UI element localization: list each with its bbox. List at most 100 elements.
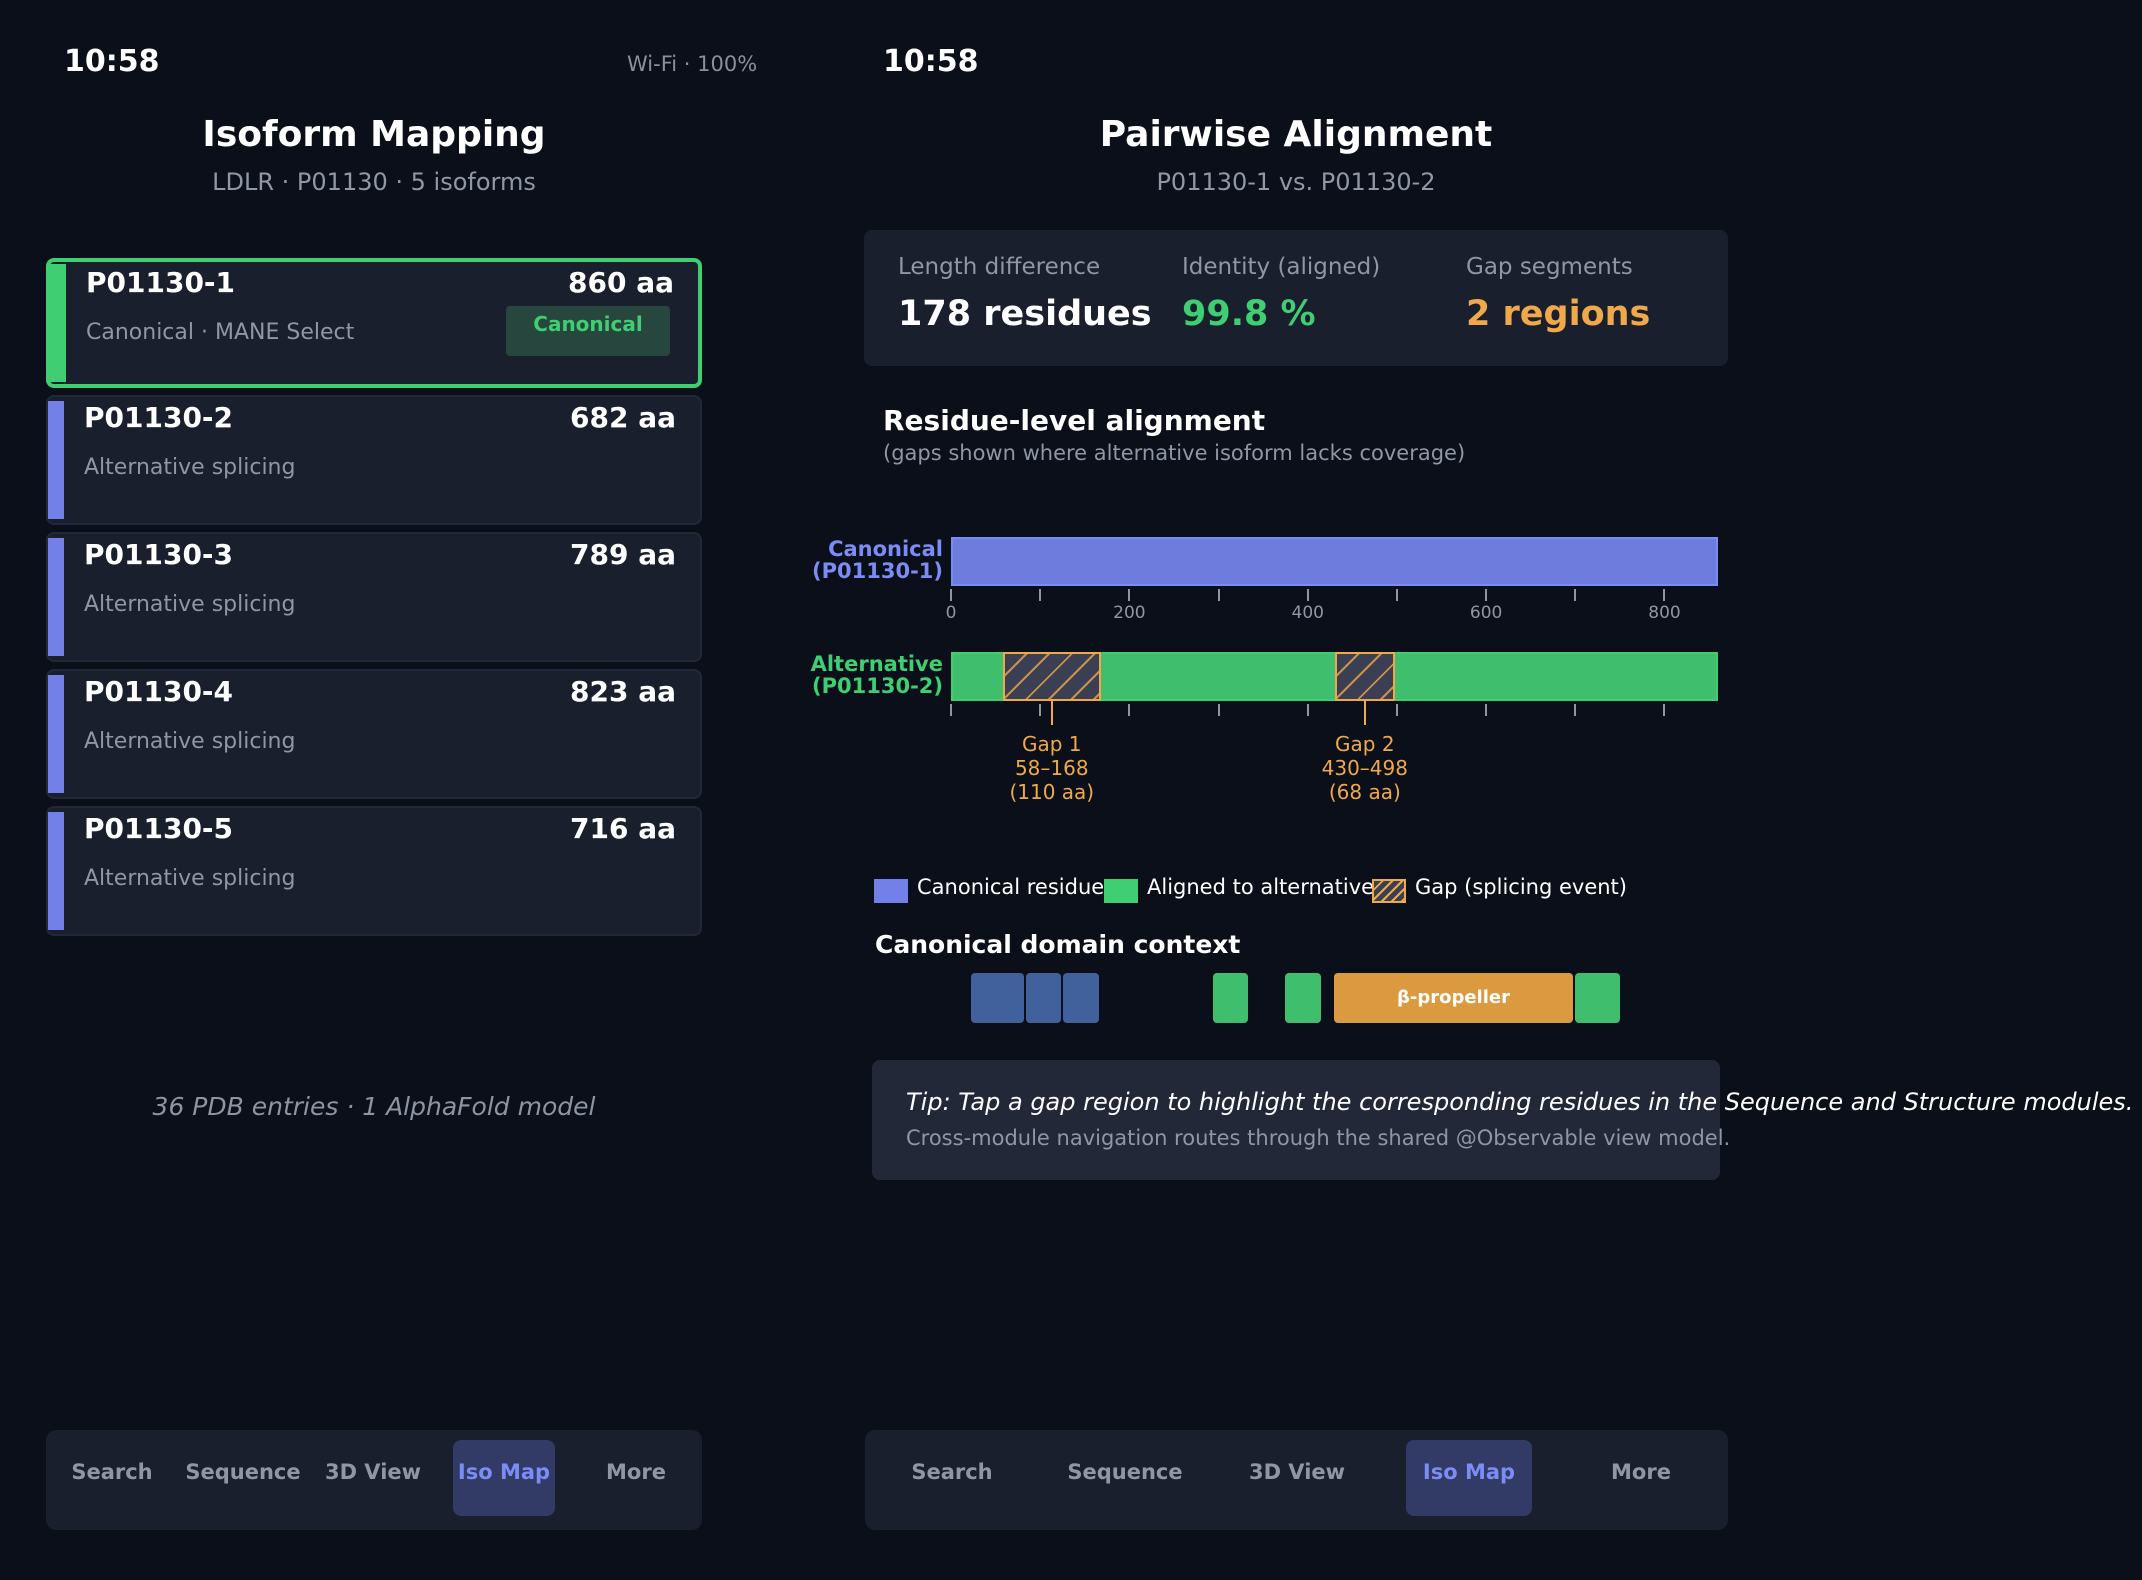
alignment-section-subtitle: (gaps shown where alternative isoform la… bbox=[883, 441, 1466, 465]
axis-tick bbox=[1217, 704, 1220, 716]
alignment-section-title: Residue-level alignment bbox=[883, 404, 1266, 437]
gap-2-size: (68 aa) bbox=[1328, 780, 1401, 804]
tab-sequence[interactable]: Sequence bbox=[185, 1460, 301, 1484]
tab-sequence[interactable]: Sequence bbox=[1067, 1460, 1183, 1484]
gap-2-range: 430–498 bbox=[1321, 756, 1408, 780]
pdb-footnote: 36 PDB entries · 1 AlphaFold model bbox=[152, 1092, 596, 1121]
tab-search[interactable]: Search bbox=[911, 1460, 993, 1484]
isoform-card-5[interactable]: P01130-5 716 aa Alternative splicing bbox=[46, 806, 702, 936]
axis-tick bbox=[1395, 704, 1398, 716]
isoform-description: Alternative splicing bbox=[84, 729, 296, 754]
tip-line-2: Cross-module navigation routes through t… bbox=[906, 1126, 1731, 1150]
axis-tick bbox=[1128, 704, 1131, 716]
axis-tick bbox=[1039, 704, 1042, 716]
domain-block[interactable] bbox=[971, 973, 1024, 1023]
tab-bar: Search Sequence 3D View Iso Map More bbox=[46, 1430, 702, 1530]
page-title: Pairwise Alignment bbox=[1099, 114, 1493, 155]
gap-2-name: Gap 2 bbox=[1335, 732, 1395, 756]
domain-context-title: Canonical domain context bbox=[875, 930, 1241, 959]
isoform-color-stripe bbox=[48, 812, 64, 930]
axis-tick-label: 0 bbox=[945, 603, 957, 623]
domain-block[interactable] bbox=[1285, 973, 1321, 1023]
isoform-id: P01130-4 bbox=[84, 675, 234, 708]
isoform-card-3[interactable]: P01130-3 789 aa Alternative splicing bbox=[46, 532, 702, 662]
stat-value-length: 178 residues bbox=[898, 294, 1152, 334]
tab-search[interactable]: Search bbox=[71, 1460, 153, 1484]
canonical-badge: Canonical bbox=[506, 306, 670, 356]
gap-region-2[interactable] bbox=[1334, 652, 1396, 701]
beta-propeller-domain[interactable]: β-propeller bbox=[1334, 973, 1573, 1023]
axis-tick bbox=[1217, 589, 1220, 601]
legend-label-aligned: Aligned to alternative bbox=[1147, 875, 1375, 899]
canonical-track-bar bbox=[951, 537, 1718, 586]
axis-tick-label: 600 bbox=[1469, 603, 1503, 623]
axis-tick bbox=[1485, 704, 1488, 716]
tab-iso-map[interactable]: Iso Map bbox=[457, 1460, 551, 1484]
alternative-track-label-id: (P01130-2) bbox=[812, 674, 943, 698]
tab-more[interactable]: More bbox=[606, 1460, 666, 1484]
alternative-track-label-name: Alternative bbox=[810, 652, 943, 676]
isoform-id: P01130-2 bbox=[84, 401, 234, 434]
domain-block[interactable] bbox=[1575, 973, 1620, 1023]
tab-3d-view[interactable]: 3D View bbox=[324, 1460, 422, 1484]
tab-iso-map[interactable]: Iso Map bbox=[1422, 1460, 1516, 1484]
axis-tick bbox=[1485, 589, 1488, 601]
stat-value-identity: 99.8 % bbox=[1182, 294, 1316, 334]
isoform-color-stripe bbox=[48, 401, 64, 519]
tab-more[interactable]: More bbox=[1611, 1460, 1671, 1484]
canonical-track-label: Canonical (P01130-1) bbox=[760, 538, 943, 582]
domain-block[interactable] bbox=[1026, 973, 1061, 1023]
axis-tick bbox=[1395, 589, 1398, 601]
gap-2-label: Gap 2 430–498 (68 aa) bbox=[1322, 732, 1408, 804]
axis-tick bbox=[1128, 589, 1131, 601]
gap-1-range: 58–168 bbox=[1014, 756, 1089, 780]
domain-block[interactable] bbox=[1063, 973, 1099, 1023]
gap-1-label: Gap 1 58–168 (110 aa) bbox=[1009, 732, 1094, 804]
isoform-length: 860 aa bbox=[568, 266, 674, 299]
isoform-description: Alternative splicing bbox=[84, 866, 296, 891]
canonical-track-label-id: (P01130-1) bbox=[812, 559, 943, 583]
stat-label-identity: Identity (aligned) bbox=[1182, 254, 1381, 280]
isoform-length: 716 aa bbox=[570, 812, 676, 845]
isoform-description: Alternative splicing bbox=[84, 592, 296, 617]
isoform-length: 823 aa bbox=[570, 675, 676, 708]
isoform-length: 789 aa bbox=[570, 538, 676, 571]
axis-tick bbox=[950, 589, 952, 601]
axis-tick bbox=[1663, 589, 1666, 601]
axis-tick-label: 200 bbox=[1113, 603, 1146, 623]
stat-label-gaps: Gap segments bbox=[1466, 254, 1633, 280]
gap-2-leader-line bbox=[1363, 701, 1366, 725]
domain-block[interactable] bbox=[1213, 973, 1248, 1023]
isoform-card-4[interactable]: P01130-4 823 aa Alternative splicing bbox=[46, 669, 702, 799]
gap-region-1[interactable] bbox=[1002, 652, 1101, 701]
isoform-card-1[interactable]: P01130-1 860 aa Canonical · MANE Select … bbox=[46, 258, 702, 388]
axis-tick bbox=[1039, 589, 1042, 601]
status-time: 10:58 bbox=[64, 44, 160, 79]
tab-3d-view[interactable]: 3D View bbox=[1248, 1460, 1346, 1484]
isoform-description: Canonical · MANE Select bbox=[86, 320, 355, 345]
isoform-color-stripe bbox=[48, 675, 64, 793]
axis-tick bbox=[950, 704, 952, 716]
gap-1-leader-line bbox=[1050, 701, 1053, 725]
tip-line-1: Tip: Tap a gap region to highlight the c… bbox=[906, 1088, 2134, 1116]
stat-label-length: Length difference bbox=[898, 254, 1101, 280]
legend-label-canonical: Canonical residue bbox=[917, 875, 1105, 899]
isoform-id: P01130-3 bbox=[84, 538, 234, 571]
active-tab-highlight bbox=[453, 1440, 555, 1516]
isoform-description: Alternative splicing bbox=[84, 455, 296, 480]
legend-swatch-gap bbox=[1372, 879, 1406, 903]
axis-tick bbox=[1663, 704, 1666, 716]
gap-1-name: Gap 1 bbox=[1022, 732, 1082, 756]
axis-tick bbox=[1574, 589, 1577, 601]
page-subtitle: P01130-1 vs. P01130-2 bbox=[1156, 168, 1436, 196]
isoform-id: P01130-1 bbox=[86, 266, 236, 299]
legend-label-gap: Gap (splicing event) bbox=[1415, 875, 1627, 899]
alignment-stats-card: Length difference 178 residues Identity … bbox=[864, 230, 1728, 366]
axis-tick bbox=[1306, 704, 1309, 716]
legend-swatch-canonical bbox=[874, 879, 908, 903]
page-subtitle: LDLR · P01130 · 5 isoforms bbox=[212, 168, 536, 196]
alternative-track-label: Alternative (P01130-2) bbox=[760, 653, 943, 697]
active-tab-highlight bbox=[1406, 1440, 1532, 1516]
isoform-card-2[interactable]: P01130-2 682 aa Alternative splicing bbox=[46, 395, 702, 525]
isoform-color-stripe bbox=[50, 264, 66, 382]
